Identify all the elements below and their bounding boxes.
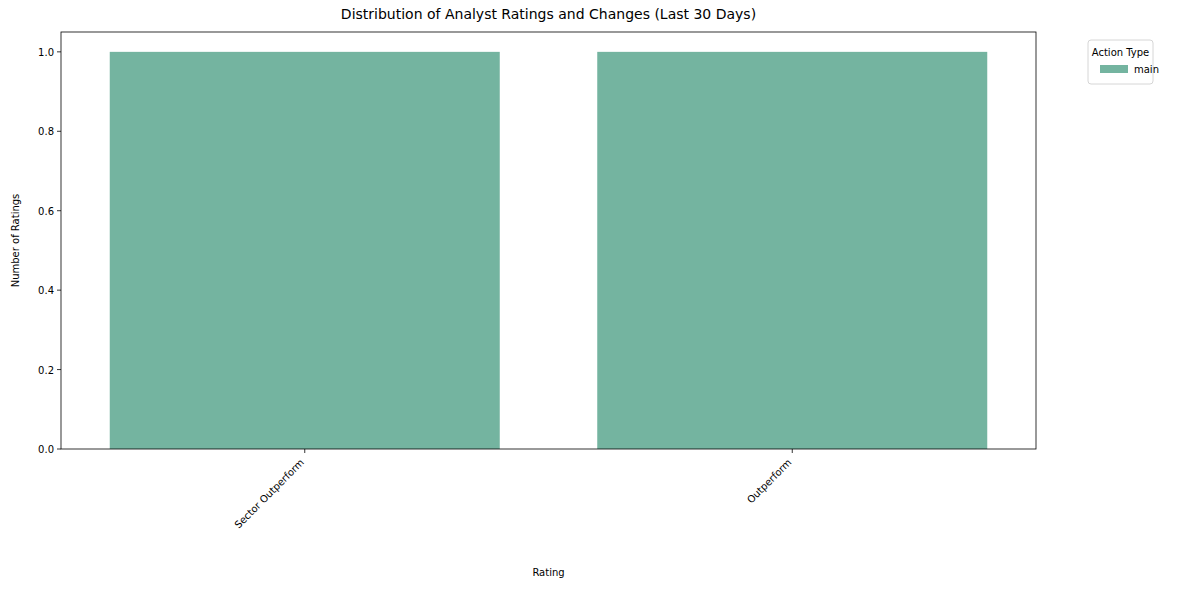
bar	[597, 52, 987, 449]
y-tick-label: 1.0	[38, 47, 54, 58]
y-tick	[57, 369, 61, 370]
y-tick-label: 0.8	[38, 126, 54, 137]
y-tick	[57, 210, 61, 211]
x-tick-label: Outperform	[745, 457, 794, 506]
title: Distribution of Analyst Ratings and Chan…	[341, 6, 756, 22]
legend-swatch	[1100, 65, 1128, 73]
y-tick-label: 0.6	[38, 206, 54, 217]
y-axis-label: Number of Ratings	[10, 194, 21, 288]
x-tick-label: Sector Outperform	[232, 457, 306, 531]
x-axis-label: Rating	[532, 567, 564, 578]
y-tick-label: 0.4	[38, 285, 54, 296]
y-tick-label: 0.2	[38, 365, 54, 376]
legend-label: main	[1134, 64, 1159, 75]
bars	[110, 52, 988, 449]
plot-frame	[61, 32, 1036, 449]
bar	[110, 52, 500, 449]
chart: Distribution of Analyst Ratings and Chan…	[0, 0, 1192, 590]
x-tick	[792, 449, 793, 453]
y-tick	[57, 131, 61, 132]
y-tick	[57, 51, 61, 52]
legend-box	[1088, 40, 1153, 84]
y-tick	[57, 449, 61, 450]
x-tick	[304, 449, 305, 453]
y-tick-label: 0.0	[38, 444, 54, 455]
legend-title: Action Type	[1092, 47, 1149, 58]
y-tick	[57, 290, 61, 291]
